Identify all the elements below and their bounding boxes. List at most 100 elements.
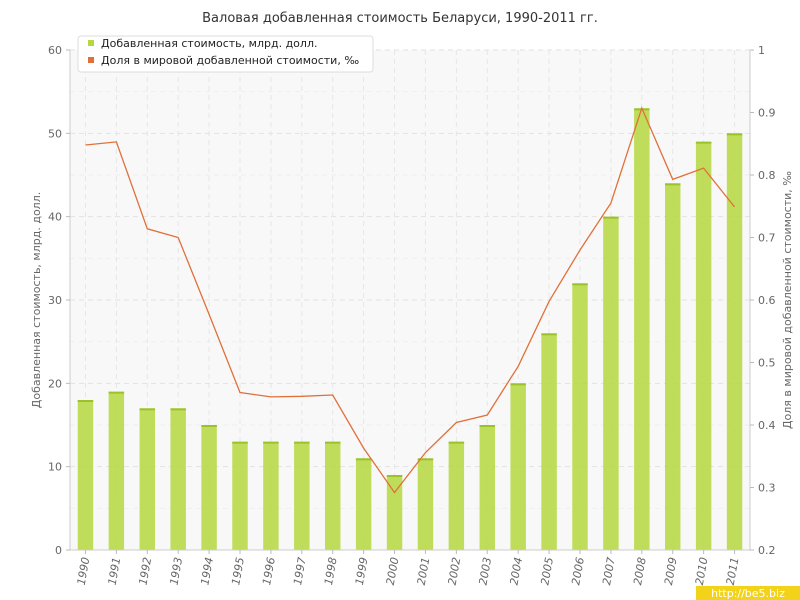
tick-label-x: 1998 <box>322 556 340 586</box>
bar <box>448 441 465 550</box>
tick-label-right: 0.9 <box>758 107 776 120</box>
tick-label-x: 1999 <box>353 556 371 586</box>
legend-swatch-line <box>88 57 94 63</box>
tick-label-x: 1993 <box>167 556 185 586</box>
bar <box>726 133 743 551</box>
tick-label-x: 2003 <box>477 556 495 586</box>
bar-cap <box>603 216 619 219</box>
bar-cap <box>232 441 248 444</box>
bar <box>665 183 681 551</box>
tick-label-x: 2009 <box>662 556 680 586</box>
tick-label-x: 2001 <box>415 556 433 586</box>
legend-swatch-bar <box>88 40 94 46</box>
bar-cap <box>572 283 588 286</box>
tick-label-x: 2010 <box>693 556 711 586</box>
bar <box>695 141 712 550</box>
tick-label-x: 2008 <box>631 556 649 586</box>
bar-cap <box>510 383 526 386</box>
bar <box>541 333 557 550</box>
tick-label-x: 2002 <box>446 556 464 586</box>
bar-cap <box>541 333 557 336</box>
tick-label-right: 1 <box>758 44 765 57</box>
bar <box>77 400 94 550</box>
bar <box>232 441 248 550</box>
legend-label-line: Доля в мировой добавленной стоимости, ‰ <box>101 54 359 67</box>
right-tick-labels: 0.2 0.3 0.4 0.5 0.6 0.7 0.8 0.9 1 <box>750 44 776 557</box>
tick-label-right: 0.2 <box>758 544 776 557</box>
legend: Добавленная стоимость, млрд. долл. Доля … <box>77 35 374 73</box>
bar-cap <box>263 441 279 444</box>
tick-label-right: 0.4 <box>758 419 776 432</box>
tick-label-right: 0.8 <box>758 169 776 182</box>
tick-label-left: 40 <box>48 211 62 224</box>
bar-cap <box>695 141 712 144</box>
bar <box>603 216 619 550</box>
bar <box>386 475 403 550</box>
bar-cap <box>386 475 403 477</box>
bar-cap <box>448 441 465 444</box>
bar <box>108 391 125 550</box>
tick-label-x: 2006 <box>569 556 587 586</box>
tick-label-left: 10 <box>48 461 62 474</box>
tick-label-left: 30 <box>48 294 62 307</box>
tick-label-left: 0 <box>55 544 62 557</box>
bar <box>417 458 434 550</box>
tick-label-x: 1994 <box>198 556 216 586</box>
chart-title: Валовая добавленная стоимость Беларуси, … <box>202 11 598 26</box>
tick-label-x: 2000 <box>384 556 402 586</box>
bar <box>634 108 650 550</box>
series-line <box>85 106 736 494</box>
tick-label-x: 2005 <box>538 556 556 586</box>
watermark-bg <box>696 586 800 600</box>
bar-cap <box>726 133 743 136</box>
bar-cap <box>294 441 310 444</box>
legend-label-bar: Добавленная стоимость, млрд. долл. <box>101 37 317 50</box>
right-axis-label: Доля в мировой добавленной стоимости, ‰ <box>781 171 794 429</box>
tick-label-right: 0.6 <box>758 294 776 307</box>
bar <box>355 458 372 550</box>
tick-label-right: 0.3 <box>758 482 776 495</box>
bar <box>325 441 341 550</box>
bar <box>139 408 155 550</box>
bar-cap <box>170 408 186 411</box>
bar-cap <box>355 458 372 461</box>
bar-cap <box>201 425 217 427</box>
tick-label-right: 0.5 <box>758 357 776 370</box>
tick-label-left: 50 <box>48 127 62 140</box>
bar <box>170 408 186 550</box>
bar <box>201 425 217 550</box>
left-axis-label: Добавленная стоимость, млрд. долл. <box>30 192 43 408</box>
tick-label-x: 1990 <box>75 556 93 586</box>
bar-cap <box>479 425 495 427</box>
bar <box>479 425 495 550</box>
tick-label-x: 2004 <box>507 556 525 586</box>
bar <box>572 283 588 550</box>
left-tick-labels: 0 10 20 30 40 50 60 <box>48 44 70 557</box>
watermark-text: http://be5.biz <box>711 587 785 600</box>
tick-label-left: 60 <box>48 44 62 57</box>
line-series <box>85 106 736 494</box>
tick-label-left: 20 <box>48 377 62 390</box>
bar-cap <box>77 400 94 402</box>
bar <box>294 441 310 550</box>
tick-label-x: 2007 <box>600 556 618 586</box>
bar-cap <box>139 408 155 411</box>
bar-cap <box>108 391 125 394</box>
bar <box>263 441 279 550</box>
tick-label-x: 1997 <box>291 556 309 586</box>
x-tick-labels: 1990 1991 1992 1993 1994 1995 1996 1997 1998 1999… <box>75 550 742 586</box>
bar-cap <box>325 441 341 444</box>
tick-label-right: 0.7 <box>758 232 776 245</box>
tick-label-x: 1996 <box>260 556 278 586</box>
bar-cap <box>417 458 434 461</box>
watermark: http://be5.biz <box>696 586 800 600</box>
tick-label-x: 2011 <box>724 556 742 586</box>
tick-label-x: 1992 <box>137 556 155 586</box>
legend-box <box>77 35 374 73</box>
tick-label-x: 1991 <box>106 556 124 586</box>
tick-label-x: 1995 <box>229 556 247 586</box>
bar-series <box>77 108 743 551</box>
bar-cap <box>665 183 681 186</box>
